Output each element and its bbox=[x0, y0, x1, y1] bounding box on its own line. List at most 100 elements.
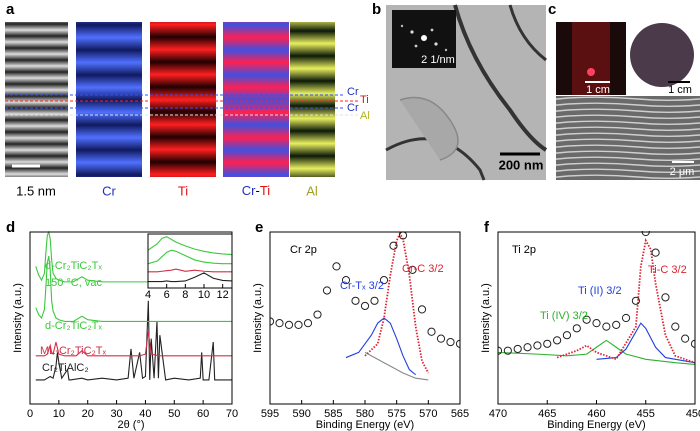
layer-label: Al bbox=[360, 110, 370, 122]
data-point bbox=[503, 346, 512, 355]
data-point bbox=[631, 296, 641, 305]
axes-frame bbox=[497, 231, 696, 405]
x-tick-label: 570 bbox=[419, 408, 437, 420]
x-tick-label: 40 bbox=[139, 408, 151, 420]
scale-bar-label: 200 nm bbox=[499, 157, 544, 172]
data-point bbox=[275, 319, 284, 328]
series-group bbox=[498, 231, 695, 365]
data-point bbox=[446, 337, 455, 347]
series-label: Ti-C 3/2 bbox=[648, 264, 687, 276]
chart: 4 6 8 10 12 bbox=[145, 233, 233, 301]
x-tick-label: 470 bbox=[489, 408, 507, 420]
panel-a-images bbox=[5, 22, 358, 177]
map-label: Al bbox=[306, 183, 318, 198]
x-axis-label: Binding Energy (eV) bbox=[316, 419, 414, 431]
series-group bbox=[148, 236, 232, 283]
data-point bbox=[543, 339, 552, 348]
x-tick-label: 575 bbox=[387, 408, 405, 420]
scale-bar-label: 2 μm bbox=[670, 166, 695, 178]
series-line bbox=[345, 317, 417, 376]
x-tick-label: 585 bbox=[324, 408, 342, 420]
series-label: Cr-Tₓ 3/2 bbox=[340, 280, 384, 292]
scale-bar-label: 1 cm bbox=[586, 84, 610, 96]
x-tick-label: 30 bbox=[110, 408, 122, 420]
x-tick-label: 580 bbox=[356, 408, 374, 420]
data-point bbox=[498, 346, 503, 355]
series-line bbox=[556, 238, 695, 364]
series-line bbox=[148, 249, 232, 265]
series-group bbox=[35, 231, 232, 381]
series-line bbox=[35, 331, 232, 357]
data-point bbox=[322, 286, 332, 295]
data-point bbox=[533, 341, 542, 350]
y-axis-label: Intensity (a.u.) bbox=[480, 283, 492, 353]
data-point bbox=[294, 320, 303, 329]
panel-label: d bbox=[6, 219, 15, 236]
series-line bbox=[364, 351, 429, 381]
panel-label: b bbox=[372, 1, 381, 18]
overlay-part: Ti bbox=[260, 183, 270, 198]
series-line bbox=[35, 300, 232, 381]
data-point bbox=[379, 276, 389, 285]
inset-scale: 2 1/nm bbox=[421, 54, 455, 66]
overlay-label: Cr-Ti bbox=[242, 183, 271, 198]
x-tick-label: 12 bbox=[217, 289, 229, 301]
y-axis-label: Intensity (a.u.) bbox=[252, 283, 264, 353]
tem-image bbox=[385, 4, 548, 181]
data-point bbox=[621, 313, 631, 323]
photos bbox=[556, 22, 700, 180]
series-label: Ti (II) 3/2 bbox=[578, 285, 622, 297]
series-label: Cr₂TiAlC₂ bbox=[42, 362, 89, 374]
data-point bbox=[389, 241, 398, 250]
x-tick-label: 0 bbox=[27, 408, 33, 420]
data-point bbox=[427, 327, 436, 336]
data-point bbox=[284, 320, 294, 329]
data-point bbox=[417, 305, 427, 314]
y-axis-label: Intensity (a.u.) bbox=[12, 283, 24, 353]
x-tick-label: 590 bbox=[292, 408, 310, 420]
data-point bbox=[553, 336, 562, 345]
annotation: 150 °C, vac bbox=[45, 277, 102, 289]
series-label: d-Cr₂TiC₂Tₓ bbox=[45, 320, 102, 332]
scale-bar-label: 1 cm bbox=[668, 84, 692, 96]
series-label: Ti (IV) 3/2 bbox=[540, 310, 588, 322]
series-group bbox=[270, 231, 460, 381]
data-point bbox=[370, 296, 379, 305]
x-axis-label: Binding Energy (eV) bbox=[547, 419, 645, 431]
x-tick-label: 8 bbox=[182, 289, 188, 301]
scale-bar-label: 1.5 nm bbox=[16, 183, 56, 198]
series-label: ML-Cr₂TiC₂Tₓ bbox=[40, 345, 107, 357]
series-line bbox=[35, 255, 232, 322]
x-tick-label: 70 bbox=[226, 408, 238, 420]
data-point bbox=[332, 262, 341, 271]
x-tick-label: 4 bbox=[145, 289, 151, 301]
x-tick-label: 10 bbox=[53, 408, 65, 420]
panel-label: f bbox=[484, 219, 490, 236]
data-point bbox=[436, 334, 446, 343]
axes-frame bbox=[147, 233, 233, 289]
series-line bbox=[148, 272, 232, 283]
x-tick-label: 595 bbox=[261, 408, 279, 420]
panel-label: c bbox=[548, 1, 556, 18]
data-point bbox=[690, 339, 695, 348]
data-point bbox=[341, 276, 351, 285]
data-point bbox=[313, 310, 322, 319]
overlay-part: Cr bbox=[242, 183, 256, 198]
data-point bbox=[523, 343, 532, 352]
layer-label: Ti bbox=[360, 94, 369, 106]
data-point bbox=[602, 322, 611, 331]
series-label: Cr-C 3/2 bbox=[402, 263, 444, 275]
series-line bbox=[364, 231, 430, 374]
axes-frame bbox=[29, 231, 233, 405]
chart-title: Cr 2p bbox=[290, 244, 317, 256]
x-tick-label: 60 bbox=[197, 408, 209, 420]
series-label: d-Cr₂TiC₂Tₓ bbox=[45, 260, 102, 272]
overlay-part: - bbox=[256, 183, 260, 198]
x-tick-label: 20 bbox=[82, 408, 94, 420]
series-line bbox=[596, 322, 695, 364]
x-tick-label: 6 bbox=[164, 289, 170, 301]
layer-label: Cr bbox=[347, 86, 359, 98]
data-point bbox=[592, 319, 601, 328]
data-point bbox=[681, 334, 690, 343]
